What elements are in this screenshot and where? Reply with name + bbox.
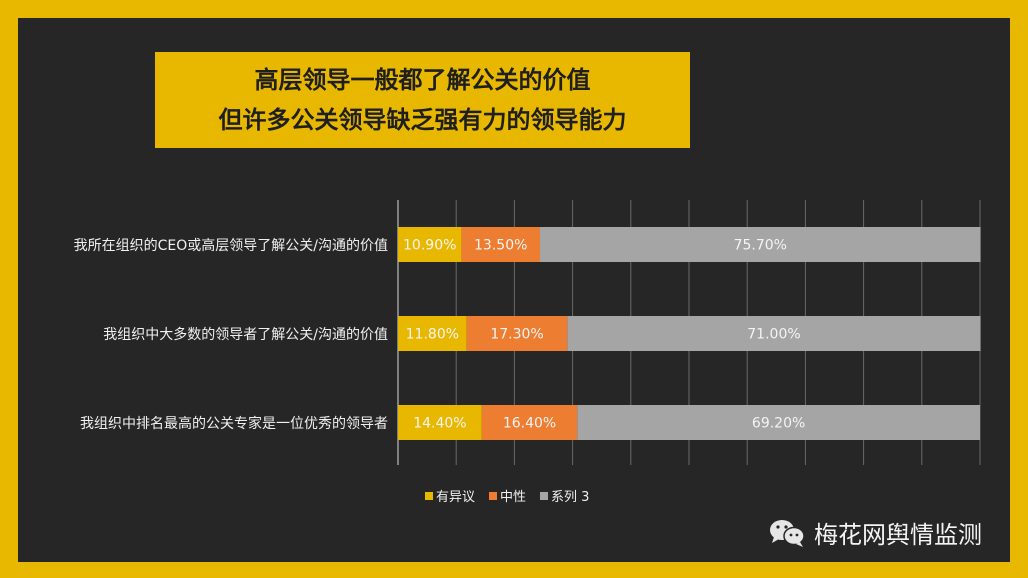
title-line-1: 高层领导一般都了解公关的价值 <box>254 66 591 94</box>
bar-segment <box>466 316 568 351</box>
wechat-icon <box>770 519 805 547</box>
bar-segment <box>398 405 482 440</box>
category-label: 我所在组织的CEO或高层领导了解公关/沟通的价值 <box>73 238 388 254</box>
bar-segment <box>461 227 541 262</box>
data-label: 14.40% <box>413 416 466 432</box>
legend-swatch <box>489 491 498 500</box>
data-label: 10.90% <box>403 238 456 254</box>
legend-label: 系列 3 <box>551 490 590 505</box>
bar-segment <box>567 316 981 351</box>
legend: 有异议 中性 系列 3 <box>425 486 589 505</box>
legend-swatch <box>540 491 549 500</box>
bar-segment <box>540 227 981 262</box>
data-label: 16.40% <box>503 416 556 432</box>
brand-watermark: 梅花网舆情监测 <box>768 515 982 550</box>
data-label: 75.70% <box>734 238 787 254</box>
bar-segment <box>398 316 467 351</box>
legend-label: 有异议 <box>436 490 476 505</box>
legend-item: 中性 <box>489 486 526 505</box>
legend-label: 中性 <box>500 490 527 505</box>
data-label: 69.20% <box>752 416 805 432</box>
bar-segment <box>577 405 980 440</box>
category-label: 我组织中大多数的领导者了解公关/沟通的价值 <box>103 327 388 343</box>
data-label: 11.80% <box>406 327 459 343</box>
legend-swatch <box>425 491 433 500</box>
bar-segment <box>481 405 578 440</box>
brand-name: 梅花网舆情监测 <box>814 521 982 549</box>
legend-item: 系列 3 <box>540 486 589 505</box>
category-label: 我组织中排名最高的公关专家是一位优秀的领导者 <box>80 416 388 432</box>
data-label: 13.50% <box>474 238 527 254</box>
title-line-2: 但许多公关领导缺乏强有力的领导能力 <box>218 106 627 134</box>
bar-segment <box>398 227 462 262</box>
data-label: 17.30% <box>490 327 543 343</box>
data-label: 71.00% <box>747 327 800 343</box>
legend-item: 有异议 <box>425 486 475 505</box>
title-box: 高层领导一般都了解公关的价值 但许多公关领导缺乏强有力的领导能力 <box>155 52 690 148</box>
